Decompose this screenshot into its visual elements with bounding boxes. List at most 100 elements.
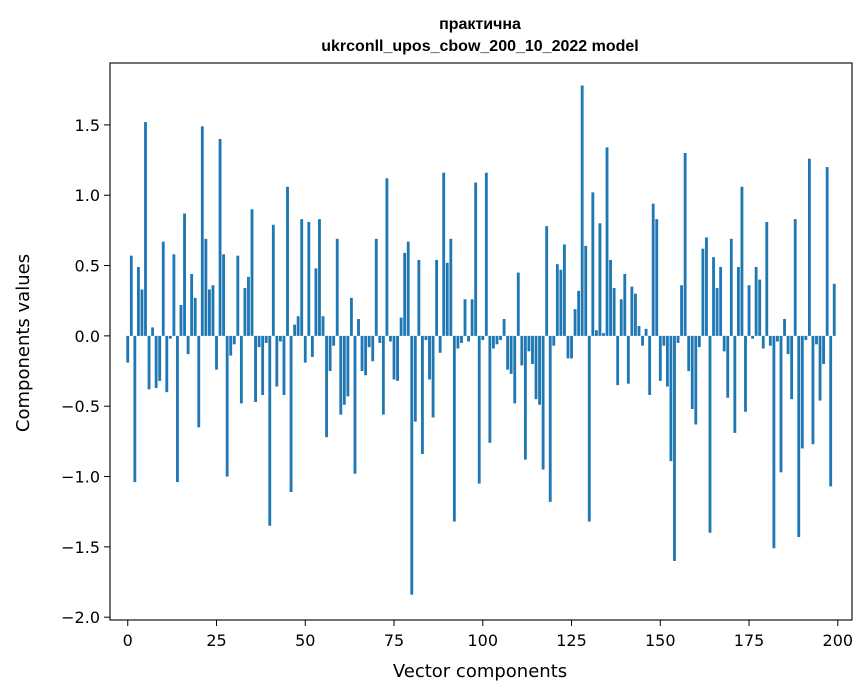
bar-17 bbox=[186, 335, 190, 355]
bar-51 bbox=[307, 221, 311, 336]
bar-86 bbox=[431, 335, 435, 418]
chart-title-line2: ukrconll_upos_cbow_200_10_2022 model bbox=[321, 38, 638, 55]
y-tick-label: 1.0 bbox=[75, 186, 100, 205]
bar-69 bbox=[371, 335, 375, 362]
bar-60 bbox=[339, 335, 343, 415]
bar-117 bbox=[541, 335, 545, 470]
bar-120 bbox=[552, 335, 556, 346]
bar-106 bbox=[502, 318, 506, 336]
bar-118 bbox=[545, 226, 549, 336]
bar-114 bbox=[531, 335, 534, 364]
x-tick-label: 0 bbox=[123, 631, 133, 650]
bar-179 bbox=[761, 335, 765, 349]
bar-95 bbox=[463, 299, 467, 336]
bar-101 bbox=[484, 172, 488, 336]
bar-156 bbox=[680, 285, 684, 336]
bar-28 bbox=[225, 335, 229, 477]
bar-43 bbox=[278, 335, 282, 342]
bar-72 bbox=[381, 335, 385, 415]
bar-134 bbox=[602, 333, 605, 336]
bar-46 bbox=[289, 335, 293, 492]
bar-188 bbox=[793, 219, 797, 336]
bar-167 bbox=[719, 266, 723, 336]
bars-group bbox=[126, 85, 836, 595]
bar-173 bbox=[740, 186, 744, 336]
y-tick-label: 0.5 bbox=[75, 257, 100, 276]
bar-145 bbox=[641, 335, 644, 346]
bar-139 bbox=[619, 299, 623, 336]
bar-13 bbox=[172, 254, 176, 336]
bar-4 bbox=[140, 289, 144, 336]
bar-33 bbox=[243, 288, 247, 336]
bar-0 bbox=[126, 335, 130, 363]
bar-63 bbox=[350, 297, 353, 336]
bar-38 bbox=[261, 335, 265, 395]
bar-35 bbox=[250, 209, 254, 336]
bar-174 bbox=[744, 335, 747, 412]
chart-title-line1: практична bbox=[439, 16, 521, 33]
bar-8 bbox=[154, 335, 158, 388]
bar-62 bbox=[346, 335, 350, 397]
x-tick-label: 25 bbox=[206, 631, 226, 650]
bar-170 bbox=[729, 238, 733, 336]
bar-125 bbox=[570, 335, 573, 359]
bar-109 bbox=[513, 335, 517, 404]
bar-58 bbox=[332, 335, 336, 346]
bar-97 bbox=[470, 299, 474, 336]
bar-186 bbox=[786, 335, 790, 355]
bar-191 bbox=[804, 335, 808, 341]
bar-184 bbox=[779, 335, 783, 473]
bar-53 bbox=[314, 268, 318, 336]
bar-169 bbox=[726, 335, 730, 398]
y-tick-label: −1.0 bbox=[61, 468, 100, 487]
bar-96 bbox=[467, 335, 470, 342]
bar-178 bbox=[758, 279, 762, 336]
bar-159 bbox=[690, 335, 694, 410]
bar-41 bbox=[271, 224, 275, 336]
bar-75 bbox=[392, 335, 396, 380]
bar-195 bbox=[818, 335, 822, 401]
bar-10 bbox=[161, 241, 165, 336]
bar-126 bbox=[573, 309, 577, 336]
y-tick-label: −2.0 bbox=[61, 608, 100, 627]
bar-47 bbox=[293, 324, 297, 336]
bar-94 bbox=[460, 335, 463, 343]
bar-15 bbox=[179, 304, 183, 336]
bar-193 bbox=[811, 335, 815, 445]
bar-67 bbox=[364, 335, 368, 376]
bar-12 bbox=[168, 335, 172, 339]
y-tick-label: −0.5 bbox=[61, 397, 100, 416]
bar-87 bbox=[435, 259, 439, 336]
bar-30 bbox=[232, 335, 236, 345]
bar-31 bbox=[236, 255, 240, 336]
bar-185 bbox=[783, 318, 786, 336]
bar-172 bbox=[736, 266, 740, 336]
bar-93 bbox=[456, 335, 460, 349]
bar-48 bbox=[296, 316, 300, 336]
y-axis-ticks: −2.0 −1.5 −1.0 −0.5 0.0 0.5 1.0 1.5 bbox=[61, 116, 110, 627]
bar-61 bbox=[342, 335, 346, 405]
x-tick-label: 150 bbox=[645, 631, 676, 650]
bar-104 bbox=[495, 335, 499, 345]
bar-89 bbox=[442, 172, 446, 336]
x-tick-label: 50 bbox=[295, 631, 315, 650]
bar-42 bbox=[275, 335, 279, 387]
bar-153 bbox=[669, 335, 673, 462]
bar-122 bbox=[559, 269, 563, 336]
bar-110 bbox=[516, 272, 520, 336]
bar-27 bbox=[222, 254, 226, 336]
bar-57 bbox=[328, 335, 332, 372]
bar-144 bbox=[637, 326, 641, 336]
bar-71 bbox=[378, 335, 382, 343]
x-tick-label: 200 bbox=[823, 631, 854, 650]
bar-123 bbox=[563, 244, 566, 336]
bar-140 bbox=[623, 273, 627, 336]
bar-181 bbox=[768, 335, 772, 346]
bar-199 bbox=[832, 283, 836, 336]
y-tick-label: −1.5 bbox=[61, 538, 100, 557]
bar-68 bbox=[367, 335, 371, 348]
bar-34 bbox=[247, 276, 250, 336]
bar-129 bbox=[584, 245, 588, 336]
bar-175 bbox=[747, 285, 751, 336]
